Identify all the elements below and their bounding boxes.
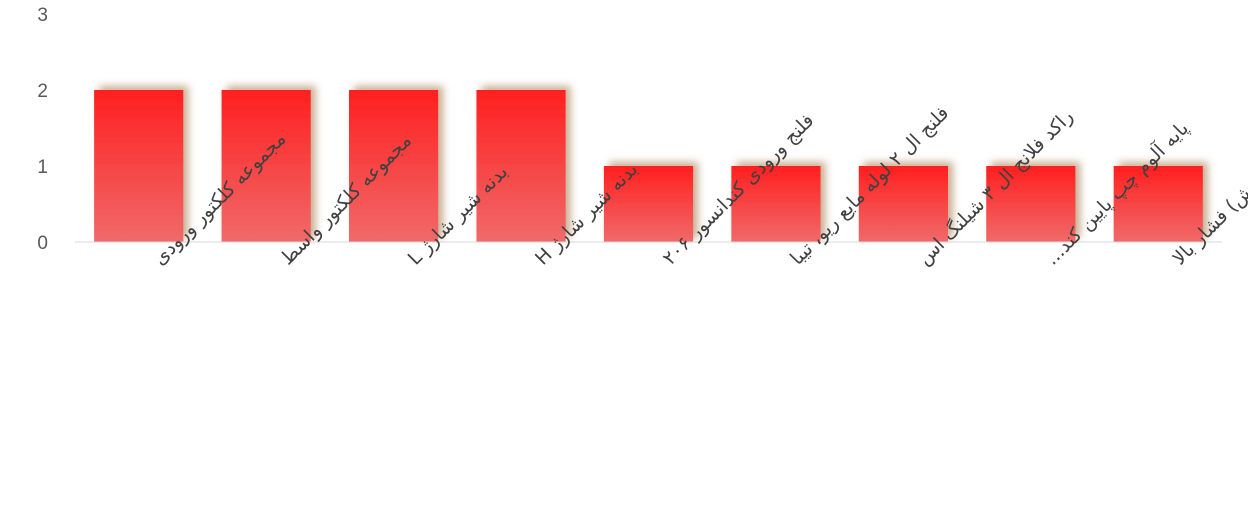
bars-group [94,90,1203,242]
bar [349,90,439,242]
bar [221,90,311,242]
bar [858,166,948,242]
y-tick-label: 3 [37,5,48,26]
bar [603,166,694,242]
bar [476,90,566,242]
bar [731,166,821,242]
bar [1113,166,1203,242]
bar [986,166,1076,242]
y-tick-label: 2 [37,81,48,102]
y-tick-label: 1 [37,157,48,178]
bar [94,90,184,242]
y-tick-label: 0 [37,233,48,254]
y-axis: 0 1 2 3 [37,5,48,254]
